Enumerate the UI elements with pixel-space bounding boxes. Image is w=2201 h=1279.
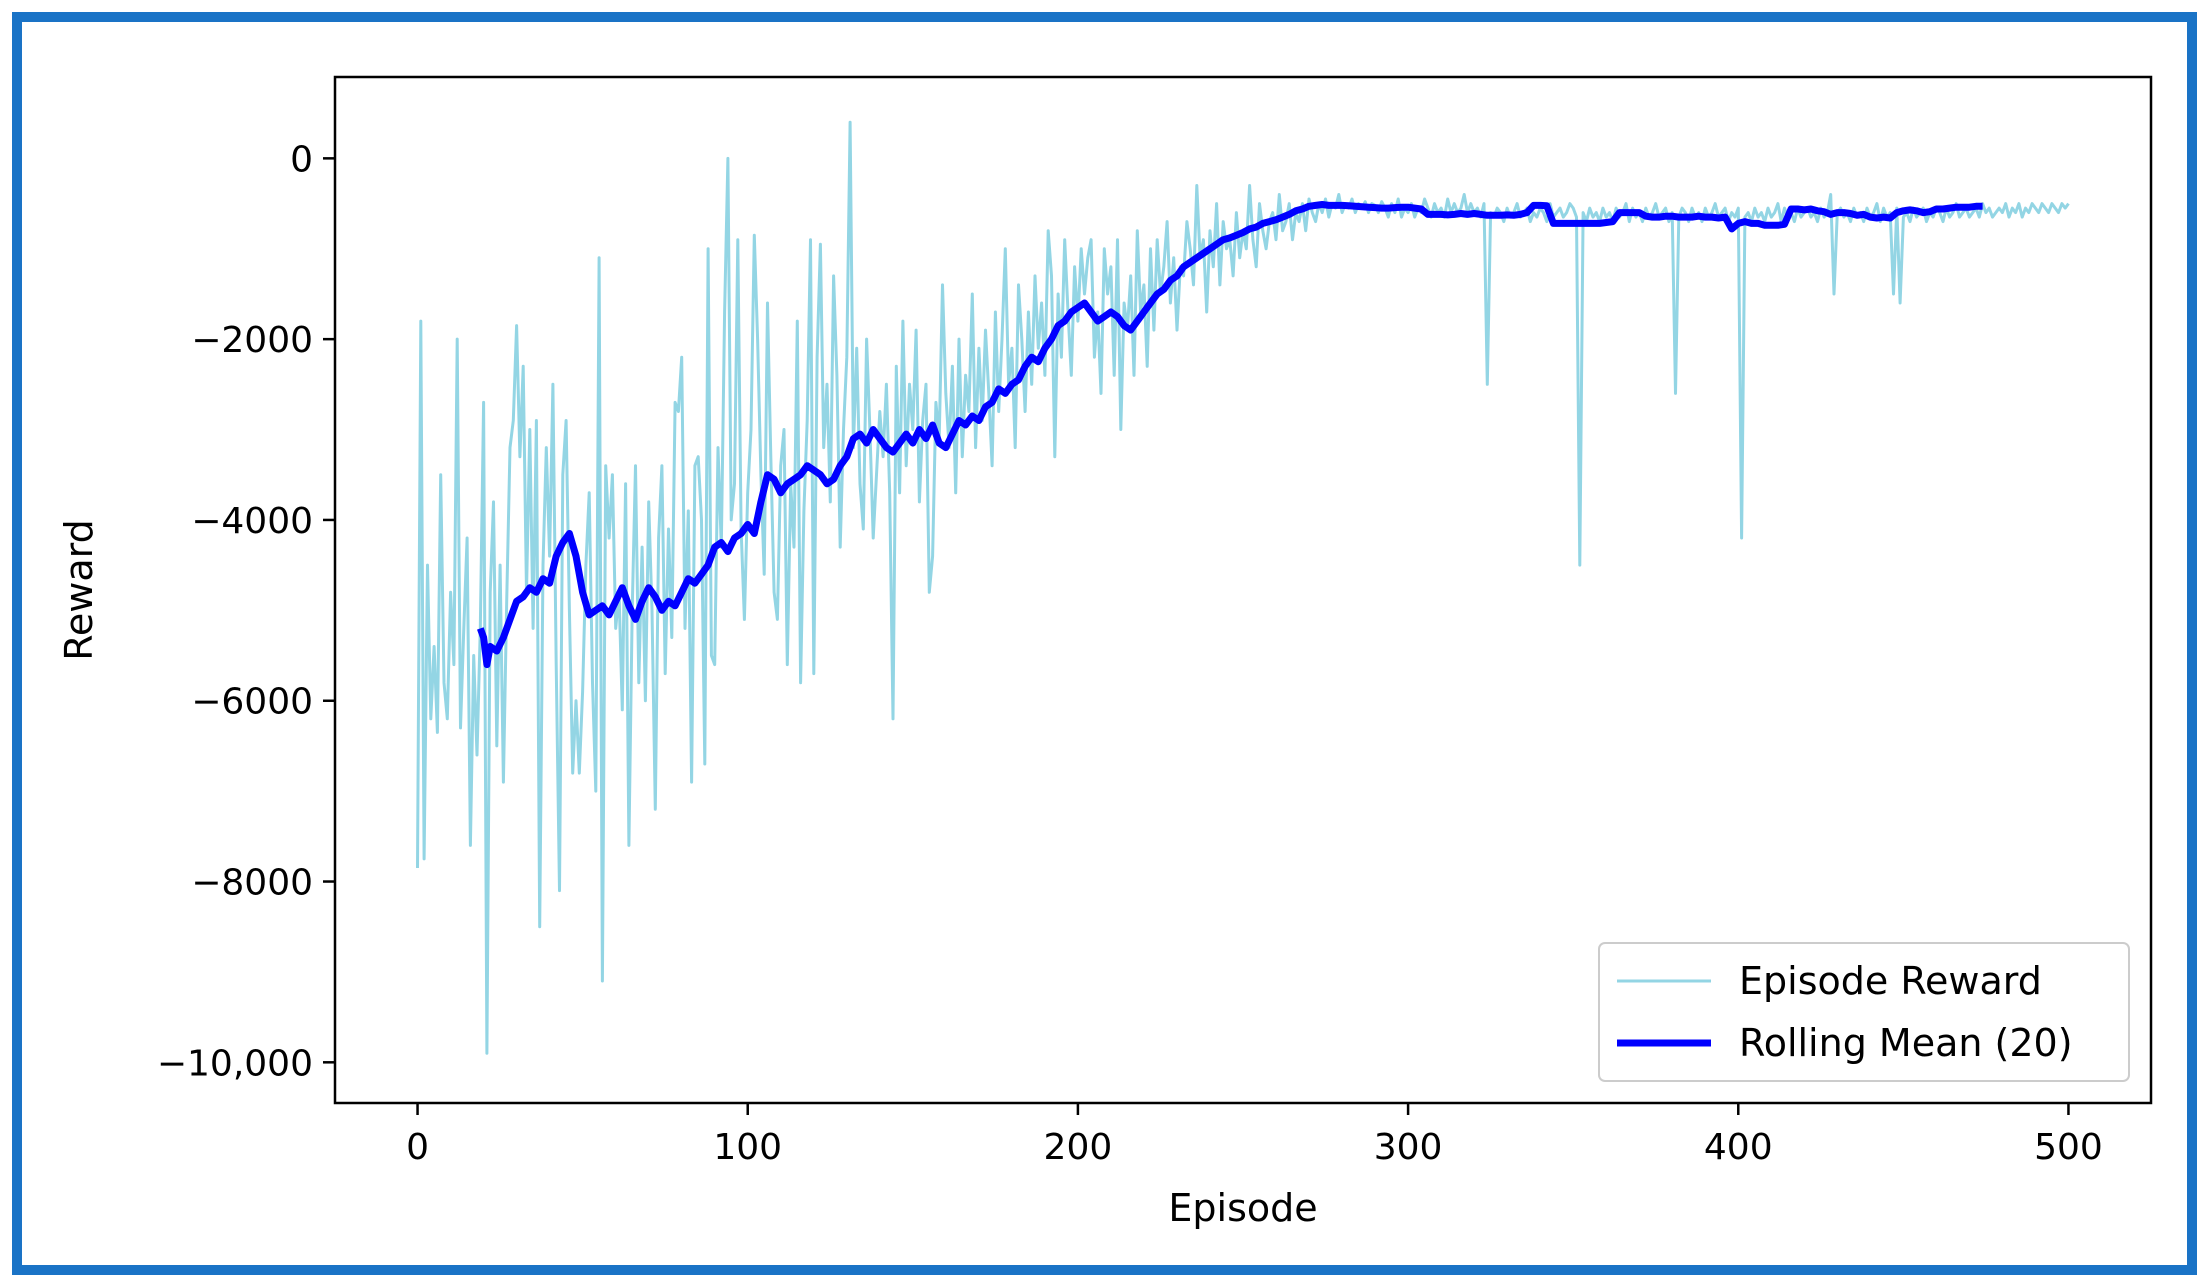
x-axis: 0 100 200 300 400 500: [406, 1103, 2103, 1168]
reward-chart: 0 100 200 300 400 500 0 −2000 −4000 −6000 −8000 −1…: [57, 75, 2153, 1230]
legend: Episode Reward Rolling Mean (20): [1598, 942, 2130, 1082]
legend-label-episode-reward: Episode Reward: [1739, 959, 2042, 1003]
y-tick-label: −8000: [191, 863, 313, 904]
x-tick-label: 100: [713, 1127, 782, 1168]
y-axis: 0 −2000 −4000 −6000 −8000 −10,000: [157, 139, 335, 1084]
y-tick-label: 0: [290, 139, 313, 180]
series-line-episode-reward: [416, 120, 2070, 1055]
legend-box: [1598, 942, 2130, 1082]
y-tick-label: −6000: [191, 682, 313, 723]
plot-area: [333, 75, 2153, 1105]
x-tick-label: 400: [1704, 1127, 1773, 1168]
x-tick-label: 0: [406, 1127, 429, 1168]
y-axis-label: Reward: [57, 519, 101, 661]
y-tick-label: −2000: [191, 320, 313, 361]
y-tick-label: −10,000: [157, 1043, 313, 1084]
series-layer: [416, 120, 2070, 1055]
legend-label-rolling-mean: Rolling Mean (20): [1739, 1021, 2073, 1065]
x-tick-label: 500: [2034, 1127, 2103, 1168]
x-tick-label: 300: [1374, 1127, 1443, 1168]
figure-frame: 0 100 200 300 400 500 0 −2000 −4000 −6000 −8000 −1…: [12, 12, 2197, 1275]
series-line-rolling-mean: [477, 201, 1983, 669]
x-tick-label: 200: [1044, 1127, 1113, 1168]
x-axis-label: Episode: [1168, 1186, 1317, 1230]
y-tick-label: −4000: [191, 501, 313, 542]
